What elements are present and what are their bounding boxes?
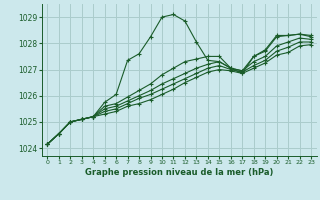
X-axis label: Graphe pression niveau de la mer (hPa): Graphe pression niveau de la mer (hPa) [85, 168, 273, 177]
